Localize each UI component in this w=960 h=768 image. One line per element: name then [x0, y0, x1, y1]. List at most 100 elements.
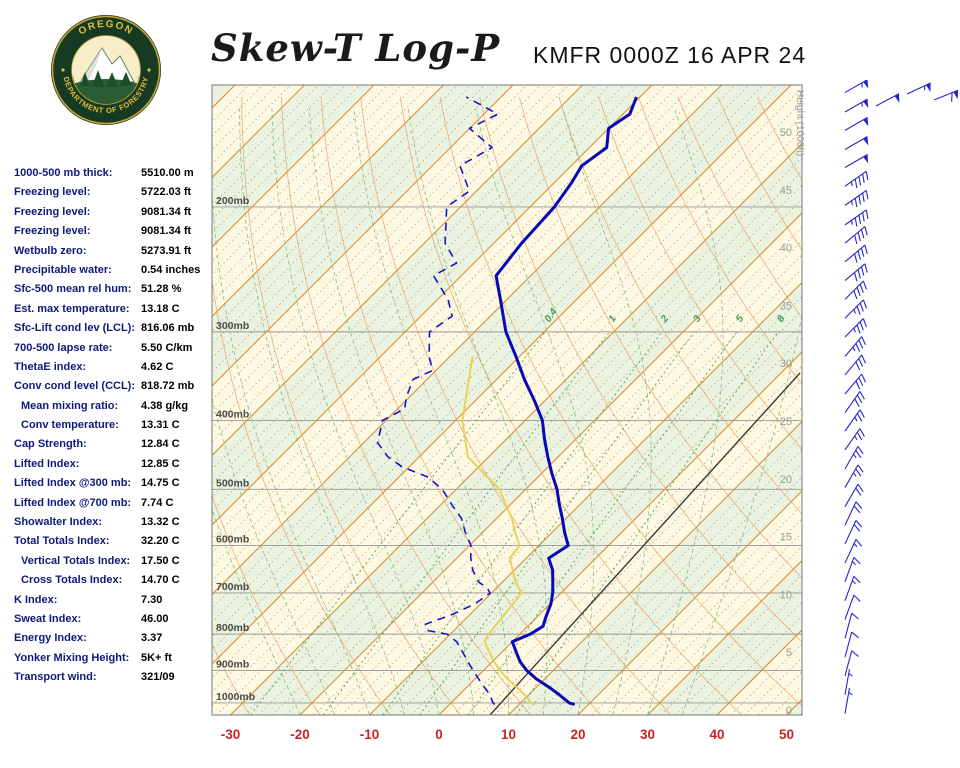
pressure-label: 700mb: [216, 581, 249, 593]
stat-row: Lifted Index @300 mb: 14.75 C: [14, 474, 210, 493]
height-tick-label: 15: [780, 532, 792, 544]
wind-barb: [844, 464, 864, 488]
stat-value: 9081.34 ft: [141, 205, 192, 218]
stat-label: Conv cond level (CCL):: [14, 380, 136, 393]
stat-value: 816.06 mb: [141, 322, 195, 335]
station-time: KMFR 0000Z 16 APR 24: [533, 42, 807, 68]
stat-value: 46.00: [141, 612, 169, 625]
wind-barb: [875, 93, 900, 107]
stat-row: Sweat Index: 46.00: [14, 610, 210, 629]
wind-barb: [844, 244, 868, 263]
wind-barb: [844, 354, 867, 376]
wind-barb: [844, 373, 867, 395]
pressure-label: 1000mb: [216, 691, 255, 703]
wind-barb: [844, 483, 864, 507]
dry-adiabats: [212, 96, 802, 715]
stat-value: 5273.91 ft: [141, 244, 192, 257]
isobar-lines: [212, 206, 802, 704]
stat-value: 32.20 C: [141, 535, 180, 548]
stat-label: Mean mixing ratio:: [21, 399, 119, 412]
stat-value: 5.50 C/km: [141, 341, 193, 354]
height-tick-label: 45: [780, 185, 792, 197]
height-tick-label: 25: [780, 416, 792, 428]
temp-axis-label: -10: [360, 727, 380, 742]
stat-row: Sfc-Lift cond lev (LCL): 816.06 mb: [14, 319, 210, 338]
pressure-label: 600mb: [216, 533, 249, 545]
sounding-traces: [376, 96, 638, 706]
wind-barb: [844, 98, 869, 113]
stat-row: Est. max temperature: 13.18 C: [14, 300, 210, 319]
stat-row: Cap Strength: 12.84 C: [14, 435, 210, 454]
wetbulb-trace: [461, 356, 536, 706]
stat-value: 0.54 inches: [141, 263, 201, 276]
stat-row: Conv cond level (CCL): 818.72 mb: [14, 377, 210, 396]
wind-barb: [844, 336, 867, 357]
stat-row: Freezing level: 9081.34 ft: [14, 203, 210, 222]
stat-row: 1000-500 mb thick: 5510.00 m: [14, 164, 210, 183]
mixing-ratio-label: 5: [734, 313, 746, 324]
stat-row: Conv temperature: 13.31 C: [14, 416, 210, 435]
wind-barb: [906, 82, 931, 95]
stat-value: 14.75 C: [141, 477, 180, 490]
height-tick-label: 30: [780, 358, 792, 370]
stat-value: 5K+ ft: [141, 651, 172, 664]
stat-label: Wetbulb zero:: [14, 244, 87, 257]
wind-barb: [844, 209, 869, 227]
stat-label: Freezing level:: [14, 205, 91, 218]
wind-barb: [844, 170, 869, 188]
pressure-label: 200mb: [216, 195, 249, 207]
height-tick-label: 20: [780, 474, 792, 486]
stat-value: 13.31 C: [141, 419, 180, 432]
stat-row: Vertical Totals Index: 17.50 C: [14, 552, 210, 571]
wind-barb: [933, 89, 959, 102]
height-axis-label: Height (1000ft): [794, 90, 805, 156]
wind-barb: [844, 391, 865, 414]
pressure-label: 300mb: [216, 320, 249, 332]
wind-barb: [844, 299, 867, 319]
stat-row: Sfc-500 mean rel hum: 51.28 %: [14, 280, 210, 299]
reference-line: [489, 372, 801, 715]
page-title: Skew-T Log-P: [211, 26, 501, 70]
mixing-ratio-label: 1: [607, 313, 619, 324]
stat-value: 9081.34 ft: [141, 225, 192, 238]
stat-value: 4.62 C: [141, 360, 174, 373]
wind-barb: [844, 154, 869, 168]
stat-row: Mean mixing ratio: 4.38 g/kg: [14, 397, 210, 416]
stat-label: K Index:: [14, 593, 58, 606]
height-tick-label: 40: [780, 243, 792, 255]
stat-row: 700-500 lapse rate: 5.50 C/km: [14, 339, 210, 358]
stat-label: Energy Index:: [14, 632, 87, 645]
wind-barb: [844, 612, 859, 639]
temp-axis-label: -20: [290, 727, 310, 742]
wind-barb: [844, 446, 864, 470]
stat-value: 4.38 g/kg: [141, 399, 189, 412]
stat-label: Sfc-Lift cond lev (LCL):: [14, 322, 135, 335]
stat-label: Vertical Totals Index:: [21, 554, 131, 567]
stat-row: Lifted Index @700 mb: 7.74 C: [14, 494, 210, 513]
stat-row: K Index: 7.30: [14, 591, 210, 610]
stat-label: Cap Strength:: [14, 438, 87, 451]
mixing-ratio-label: 3: [691, 313, 703, 324]
stat-row: Cross Totals Index: 14.70 C: [14, 571, 210, 590]
temp-axis-label: 10: [501, 727, 516, 742]
stat-row: Showalter Index: 13.32 C: [14, 513, 210, 532]
stat-value: 17.50 C: [141, 554, 180, 567]
wind-barb: [844, 280, 867, 300]
stat-row: Transport wind: 321/09: [14, 668, 210, 687]
stat-label: Sweat Index:: [14, 612, 82, 625]
wind-barb: [844, 575, 861, 601]
moist-adiabats: [212, 107, 802, 715]
wind-barb: [844, 539, 863, 564]
stat-row: Energy Index: 3.37: [14, 629, 210, 648]
stat-value: 3.37: [141, 632, 163, 645]
pressure-label: 900mb: [216, 658, 249, 670]
wind-barb: [844, 263, 868, 282]
stat-value: 321/09: [141, 671, 175, 684]
stat-value: 13.18 C: [141, 302, 180, 315]
stat-label: 700-500 lapse rate:: [14, 341, 113, 354]
temperature-trace: [494, 96, 638, 706]
wind-barb: [844, 687, 853, 714]
stat-row: Freezing level: 9081.34 ft: [14, 222, 210, 241]
stat-label: 1000-500 mb thick:: [14, 167, 113, 179]
